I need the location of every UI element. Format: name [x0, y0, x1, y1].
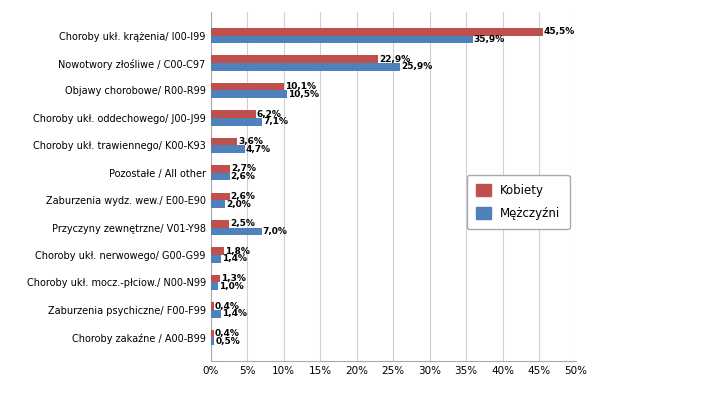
Text: 45,5%: 45,5% [544, 27, 575, 36]
Bar [211, 200, 225, 208]
Bar [211, 310, 221, 318]
Bar [211, 330, 213, 337]
Bar [211, 36, 472, 43]
Text: 25,9%: 25,9% [401, 62, 432, 71]
Text: 2,0%: 2,0% [226, 200, 251, 209]
Text: 2,5%: 2,5% [230, 219, 255, 228]
Bar [211, 173, 230, 180]
Bar [211, 145, 245, 153]
Bar [211, 228, 262, 235]
Text: 6,2%: 6,2% [257, 109, 282, 119]
Bar [211, 337, 214, 345]
Bar [211, 165, 230, 173]
Text: 0,5%: 0,5% [216, 337, 240, 346]
Bar [211, 28, 543, 36]
Bar [211, 63, 399, 71]
Text: 7,0%: 7,0% [263, 227, 288, 236]
Text: 4,7%: 4,7% [246, 145, 271, 154]
Bar [211, 118, 263, 126]
Bar [211, 255, 221, 263]
Bar [211, 282, 218, 290]
Text: 1,4%: 1,4% [222, 254, 247, 263]
Text: 1,3%: 1,3% [221, 274, 246, 283]
Legend: Kobiety, Mężczyźni: Kobiety, Mężczyźni [467, 175, 570, 229]
Bar [211, 83, 284, 91]
Text: 3,6%: 3,6% [238, 137, 263, 146]
Bar [211, 275, 220, 282]
Text: 1,0%: 1,0% [219, 282, 244, 291]
Text: 10,5%: 10,5% [289, 90, 319, 99]
Bar [211, 247, 224, 255]
Bar [211, 192, 230, 200]
Text: 1,4%: 1,4% [222, 309, 247, 318]
Text: 7,1%: 7,1% [263, 117, 289, 126]
Bar [211, 302, 213, 310]
Bar [211, 220, 229, 228]
Bar [211, 110, 256, 118]
Text: 0,4%: 0,4% [215, 302, 239, 311]
Text: 2,6%: 2,6% [231, 192, 256, 201]
Bar [211, 138, 237, 145]
Text: 1,8%: 1,8% [225, 247, 250, 256]
Text: 0,4%: 0,4% [215, 329, 239, 338]
Text: 10,1%: 10,1% [286, 82, 317, 91]
Text: 2,7%: 2,7% [232, 164, 256, 173]
Bar [211, 55, 378, 63]
Text: 35,9%: 35,9% [474, 35, 505, 44]
Text: 22,9%: 22,9% [379, 55, 410, 64]
Bar [211, 91, 287, 98]
Text: 2,6%: 2,6% [231, 172, 256, 181]
